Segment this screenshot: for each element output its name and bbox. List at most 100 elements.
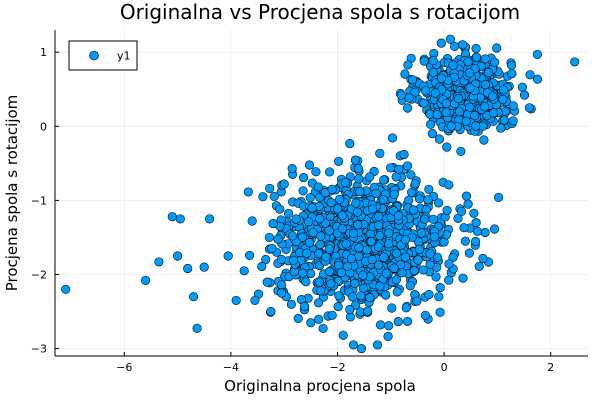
data-point: [399, 149, 409, 160]
data-point: [413, 255, 423, 265]
data-point: [570, 57, 580, 67]
data-point: [456, 146, 466, 156]
data-point: [298, 186, 308, 196]
data-point: [420, 214, 430, 224]
data-point: [469, 208, 479, 218]
data-point: [436, 73, 446, 83]
data-point: [336, 267, 346, 278]
data-point: [355, 187, 365, 197]
tick-labels: −6 −4 −2 0 2 −3 −2 −1 0 1: [31, 46, 554, 374]
data-point: [465, 83, 475, 93]
data-point: [327, 184, 337, 194]
data-point: [346, 254, 356, 264]
data-point: [446, 121, 456, 131]
data-point: [325, 167, 335, 177]
data-point: [313, 298, 324, 308]
data-point: [262, 277, 272, 287]
data-point: [435, 307, 445, 317]
data-point: [288, 231, 298, 241]
data-point: [430, 88, 440, 98]
data-point: [338, 330, 348, 340]
data-point: [315, 214, 325, 224]
legend-box: [68, 40, 138, 71]
data-point: [416, 228, 426, 238]
data-point: [442, 142, 452, 152]
data-point: [408, 205, 419, 215]
data-point: [458, 273, 468, 283]
data-point: [472, 52, 482, 62]
data-point: [524, 103, 534, 113]
data-point: [334, 156, 344, 166]
data-point: [154, 257, 164, 267]
data-point: [373, 242, 384, 252]
data-point: [239, 266, 249, 276]
data-point: [301, 277, 311, 287]
data-point: [298, 268, 308, 278]
data-point: [311, 167, 321, 177]
data-point: [275, 204, 285, 214]
data-point: [400, 235, 410, 245]
data-point: [348, 228, 358, 238]
data-point: [402, 316, 413, 326]
data-point: [532, 74, 543, 84]
data-point: [428, 56, 438, 66]
data-point: [381, 268, 391, 278]
data-point: [396, 90, 406, 100]
data-point: [342, 261, 353, 271]
y-tick-label: −2: [31, 269, 47, 282]
x-tick-label: −6: [116, 361, 132, 374]
data-point: [472, 226, 482, 236]
data-point: [375, 148, 385, 158]
data-point: [304, 160, 315, 170]
data-point: [354, 243, 364, 253]
data-point: [279, 179, 289, 189]
data-point: [362, 245, 372, 255]
data-point: [269, 191, 279, 201]
data-point: [456, 206, 467, 216]
x-axis-title: Originalna procjena spola: [224, 377, 416, 395]
data-point: [381, 290, 391, 300]
data-point: [483, 68, 494, 78]
data-point: [463, 57, 473, 67]
data-point: [313, 182, 323, 192]
data-point: [350, 278, 360, 289]
data-point: [353, 207, 363, 217]
data-point: [371, 188, 381, 198]
data-point: [324, 267, 334, 277]
data-point: [243, 187, 253, 197]
data-point: [276, 254, 286, 264]
data-point: [432, 252, 442, 262]
data-point: [337, 224, 347, 234]
data-point: [441, 107, 451, 117]
data-point: [427, 129, 437, 139]
data-point: [525, 70, 535, 80]
data-point: [400, 252, 410, 262]
data-point: [489, 108, 499, 118]
x-tick-label: 0: [441, 361, 448, 374]
data-point: [404, 93, 414, 103]
data-point: [365, 172, 375, 182]
data-point: [302, 248, 312, 258]
data-point: [366, 237, 376, 247]
data-point: [517, 82, 527, 92]
y-tick-label: −3: [31, 343, 47, 356]
data-point: [305, 238, 315, 248]
data-point: [333, 204, 343, 214]
data-point: [175, 214, 185, 224]
data-point: [356, 344, 367, 354]
data-point: [291, 214, 301, 224]
data-point: [326, 197, 336, 208]
data-point: [267, 243, 277, 253]
data-point: [384, 321, 394, 331]
data-point: [348, 340, 359, 350]
data-point: [353, 163, 363, 174]
data-point: [293, 313, 303, 323]
data-point: [387, 133, 398, 143]
x-tick-label: 2: [547, 361, 554, 374]
data-point: [461, 116, 471, 126]
data-point: [231, 295, 241, 305]
data-point: [307, 203, 317, 213]
data-point: [261, 254, 271, 265]
data-point: [434, 292, 444, 302]
data-point: [431, 272, 441, 282]
